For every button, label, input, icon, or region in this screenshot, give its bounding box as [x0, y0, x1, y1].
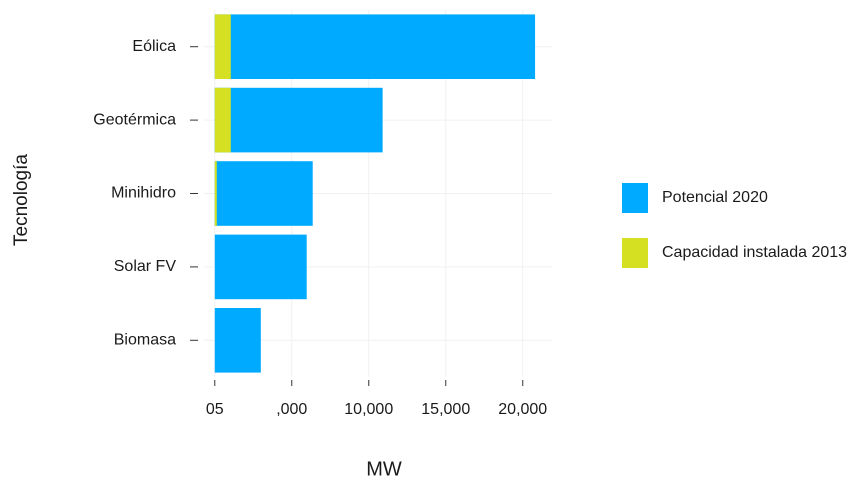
- legend-swatch: [622, 183, 648, 213]
- y-tick-label: Solar FV: [114, 258, 177, 275]
- x-tick-label: 20,000: [498, 401, 547, 418]
- y-tick-label: Biomasa: [114, 332, 176, 349]
- bar: [214, 14, 231, 79]
- legend-swatch: [622, 238, 648, 268]
- x-tick-label: ,000: [276, 401, 307, 418]
- x-axis-title: MW: [366, 458, 402, 480]
- x-tick-label: 10,000: [344, 401, 393, 418]
- y-tick-label: Eólica: [132, 38, 176, 55]
- y-tick-label: Minihidro: [111, 185, 176, 202]
- bar: [214, 87, 231, 153]
- bar: [214, 308, 261, 373]
- bar: [214, 14, 536, 79]
- x-tick-label: 05: [206, 401, 224, 418]
- legend-label: Potencial 2020: [662, 189, 768, 206]
- bar: [214, 161, 217, 226]
- y-axis-title: Tecnología: [11, 154, 32, 246]
- bar: [214, 87, 383, 153]
- bar: [214, 161, 313, 226]
- x-tick-label: 15,000: [421, 401, 470, 418]
- legend-label: Capacidad instalada 2013: [662, 244, 847, 261]
- y-tick-label: Geotérmica: [93, 111, 176, 128]
- bar: [214, 234, 307, 300]
